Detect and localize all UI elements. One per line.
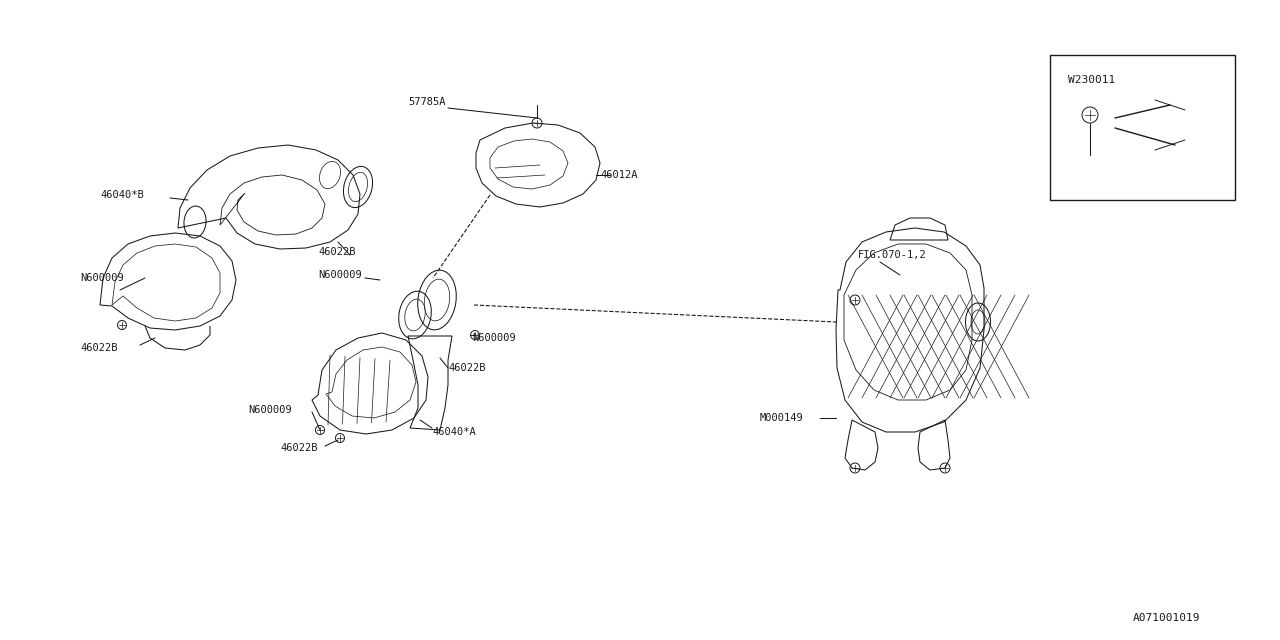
Text: N600009: N600009 (79, 273, 124, 283)
Text: 57785A: 57785A (408, 97, 445, 107)
Text: 46022B: 46022B (317, 247, 356, 257)
Text: M000149: M000149 (760, 413, 804, 423)
Text: 46022B: 46022B (448, 363, 485, 373)
Text: FIG.070-1,2: FIG.070-1,2 (858, 250, 927, 260)
Text: 46022B: 46022B (79, 343, 118, 353)
Text: 46012A: 46012A (600, 170, 637, 180)
Text: 46022B: 46022B (280, 443, 317, 453)
Text: A071001019: A071001019 (1133, 613, 1201, 623)
Text: N600009: N600009 (472, 333, 516, 343)
Text: N600009: N600009 (317, 270, 362, 280)
Text: 46040*B: 46040*B (100, 190, 143, 200)
Text: N600009: N600009 (248, 405, 292, 415)
Text: 46040*A: 46040*A (433, 427, 476, 437)
Bar (1050, 55, 1235, 200)
Text: W230011: W230011 (1068, 75, 1115, 85)
